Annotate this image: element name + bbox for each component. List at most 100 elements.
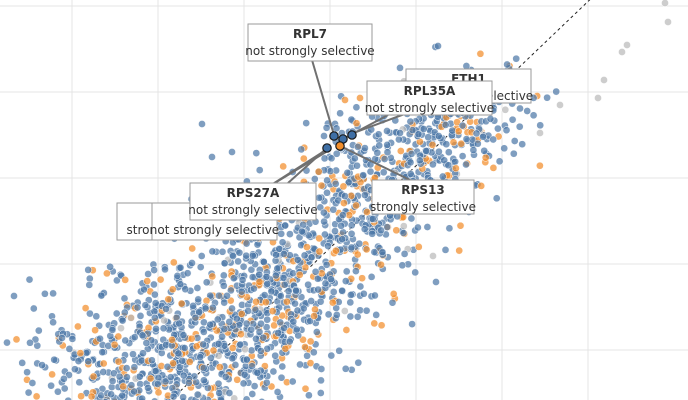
data-point [324,310,333,319]
data-point [317,376,325,385]
data-point [594,94,602,102]
data-point [269,367,278,376]
data-point [214,351,223,360]
data-point [456,221,465,230]
data-point [200,376,208,385]
data-point [414,243,423,251]
highlighted-point[interactable] [322,143,332,153]
data-point [320,208,328,217]
data-point [353,250,362,259]
data-point [188,259,196,267]
annotation-box [247,23,373,62]
data-point [218,332,226,341]
data-point [327,275,335,284]
data-point [303,243,311,251]
highlighted-point[interactable] [347,130,357,140]
data-point [414,130,423,139]
data-point [367,273,376,281]
data-point [173,272,182,280]
data-point [219,271,228,280]
data-point [193,284,202,292]
data-point [444,148,453,157]
data-point [377,226,385,235]
data-point [262,378,271,387]
data-point [347,221,356,230]
data-point [87,392,96,400]
data-point [366,167,375,176]
data-point [320,132,328,140]
data-point [449,138,458,147]
data-point [215,389,224,397]
data-point [438,172,447,181]
data-point [338,286,346,295]
data-point [469,146,478,154]
data-point [292,287,300,295]
data-point [315,247,324,256]
data-point [502,126,511,135]
data-point [406,170,415,178]
data-point [239,379,248,388]
data-point [368,215,377,223]
annotation-box [189,182,317,221]
data-point [392,226,401,235]
data-point [112,309,121,318]
data-point [75,378,84,387]
data-point [300,251,309,260]
data-point [161,377,170,386]
data-point [120,294,129,303]
data-point [291,299,299,308]
data-point [407,214,416,223]
data-point [247,325,256,334]
data-point [321,230,329,239]
data-point [184,379,193,387]
data-point [332,149,341,158]
data-point [281,221,289,230]
data-point [244,307,252,315]
data-point [310,312,318,320]
annotation-rps13: RPS13 strongly selective [370,179,476,215]
data-point [115,372,124,381]
data-point [452,164,460,173]
data-point [281,344,290,353]
data-point [445,224,454,233]
data-point [302,119,311,127]
data-point [219,281,228,290]
data-point [301,384,310,393]
data-point [121,336,130,345]
data-point [536,161,544,170]
data-point [623,41,631,49]
data-point [429,160,437,169]
data-point [341,192,349,200]
data-point [261,298,270,307]
data-point [347,229,356,238]
data-point [242,355,251,364]
data-point [307,253,316,262]
data-point [271,351,280,360]
data-point [77,392,85,400]
data-point [176,263,185,272]
highlighted-point[interactable] [335,141,345,151]
data-point [65,371,73,379]
data-point [41,289,49,298]
data-point [268,307,277,315]
data-point [255,270,264,279]
data-point [129,350,137,359]
data-point [332,311,341,319]
data-point [441,121,450,129]
data-point [329,205,338,214]
data-point [353,312,362,321]
data-point [242,395,251,400]
data-point [278,238,287,247]
highlighted-point[interactable] [329,131,339,141]
annotation-box [366,80,493,116]
data-point [108,326,117,334]
data-point [215,363,224,371]
data-point [250,284,258,293]
data-point [383,141,392,149]
data-point [353,161,361,170]
data-point [301,343,309,351]
data-point [237,287,246,296]
data-point [345,211,354,219]
data-point [68,335,77,343]
data-point [543,93,551,102]
